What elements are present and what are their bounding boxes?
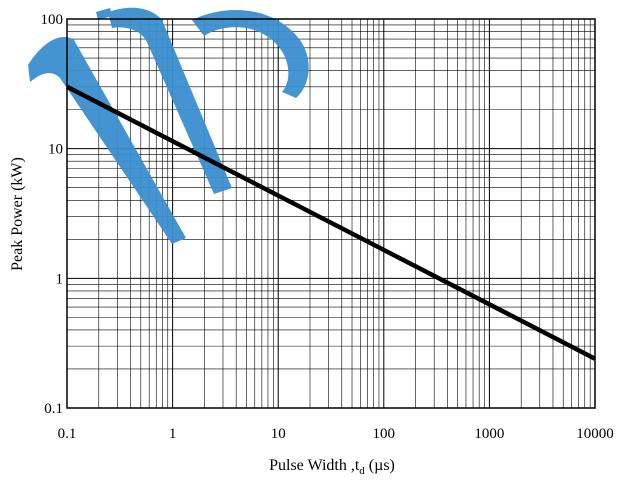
watermark-logo — [28, 7, 309, 245]
watermark-stroke-4 — [96, 8, 112, 20]
x-tick-label: 10 — [271, 426, 286, 442]
plot-frame — [66, 18, 596, 409]
y-tick-label: 1 — [56, 271, 64, 287]
x-tick-labels: 0.1 1 10 100 1000 10000 — [58, 426, 614, 442]
y-axis-label: Peak Power (kW) — [9, 157, 26, 271]
x-tick-label: 1 — [169, 426, 177, 442]
y-tick-labels: 0.1 1 10 100 — [41, 12, 64, 417]
x-axis-label-main: Pulse Width ,t — [269, 457, 360, 474]
x-axis-label: Pulse Width ,td (µs) — [269, 457, 395, 477]
x-tick-label: 100 — [373, 426, 396, 442]
x-axis-label-unit: (µs) — [365, 457, 395, 474]
peak-power-line — [65, 84, 597, 361]
grid-lines — [66, 19, 595, 409]
series-lines — [65, 84, 597, 361]
x-tick-label: 1000 — [474, 426, 504, 442]
x-tick-label: 10000 — [576, 426, 614, 442]
y-tick-label: 10 — [48, 142, 63, 158]
x-tick-label: 0.1 — [58, 426, 77, 442]
watermark-stroke-3 — [192, 9, 309, 98]
y-tick-label: 100 — [41, 12, 64, 28]
y-tick-label: 0.1 — [44, 401, 63, 417]
watermark-stroke-2 — [108, 7, 232, 195]
x-axis-label-subscript: d — [359, 465, 365, 477]
